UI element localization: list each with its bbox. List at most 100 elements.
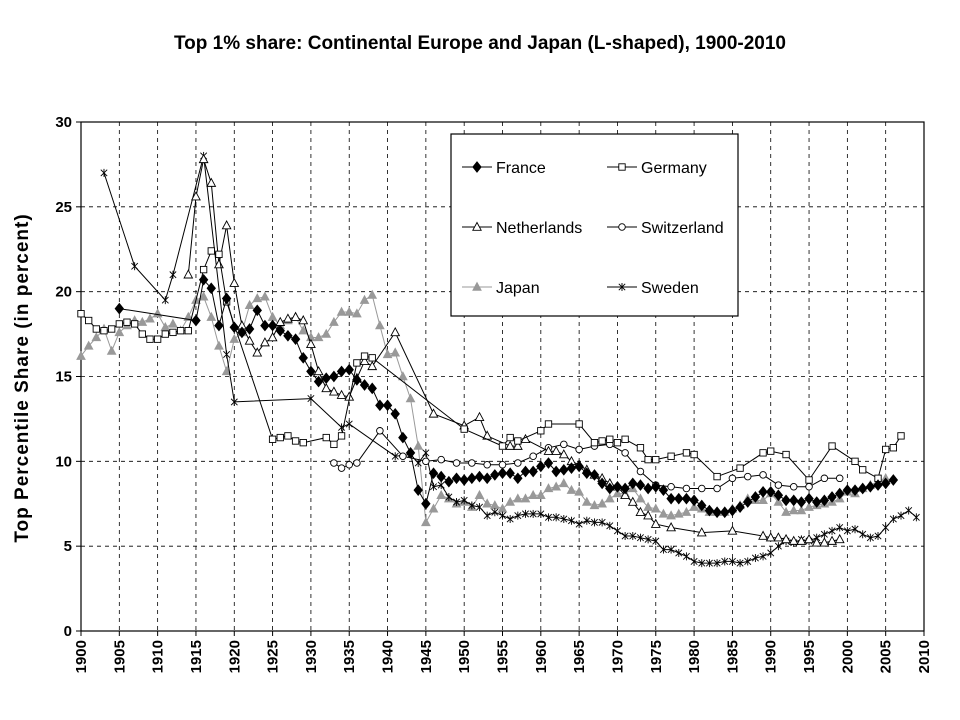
data-point-france — [697, 499, 707, 512]
data-point-germany — [652, 455, 660, 464]
data-point-switzerland — [636, 467, 645, 476]
data-point-switzerland — [759, 471, 767, 479]
data-point-germany — [276, 433, 284, 442]
x-tick-label: 1995 — [801, 640, 818, 673]
data-point-france — [873, 479, 883, 491]
x-tick-label: 1965 — [571, 640, 588, 673]
data-point-sweden — [491, 508, 499, 517]
data-point-sweden — [460, 496, 468, 505]
data-point-japan — [352, 308, 362, 318]
data-point-germany — [176, 327, 185, 335]
data-point-japan — [581, 496, 592, 506]
data-point-japan — [520, 493, 531, 503]
y-tick-label: 10 — [55, 453, 72, 470]
x-tick-label: 1920 — [226, 640, 243, 673]
data-point-france — [842, 484, 853, 497]
data-point-japan — [482, 498, 493, 508]
data-point-germany — [782, 450, 790, 459]
data-point-germany — [682, 449, 691, 457]
data-point-japan — [673, 508, 684, 518]
data-point-netherlands — [635, 506, 646, 516]
data-point-france — [758, 486, 768, 498]
data-point-sweden — [498, 511, 507, 520]
data-point-netherlands — [627, 496, 638, 506]
data-point-japan — [321, 328, 332, 338]
data-point-sweden — [866, 533, 874, 542]
data-point-netherlands — [221, 220, 232, 230]
data-point-france — [704, 504, 715, 517]
data-point-sweden — [552, 513, 560, 522]
data-point-france — [819, 494, 830, 507]
data-point-sweden — [514, 511, 522, 520]
data-point-japan — [543, 483, 554, 493]
x-tick-label: 2010 — [916, 640, 933, 673]
legend-marker-switzerland — [618, 223, 626, 231]
data-point-japan — [390, 347, 401, 357]
data-point-germany — [85, 316, 93, 325]
data-point-germany — [100, 327, 108, 335]
data-point-netherlands — [804, 533, 814, 544]
data-point-japan — [114, 327, 125, 337]
legend-item-sweden: Sweden — [607, 280, 699, 297]
data-point-netherlands — [244, 335, 255, 345]
data-point-switzerland — [774, 481, 783, 489]
data-point-switzerland — [575, 445, 583, 454]
legend-item-switzerland: Switzerland — [607, 220, 724, 237]
data-point-germany — [690, 450, 698, 459]
data-point-germany — [153, 335, 162, 343]
data-point-switzerland — [422, 457, 430, 466]
data-point-germany — [828, 442, 836, 450]
data-point-sweden — [736, 559, 744, 568]
legend-item-netherlands: Netherlands — [462, 220, 582, 237]
data-point-netherlands — [321, 382, 332, 393]
data-point-germany — [108, 325, 116, 333]
data-point-france — [689, 494, 699, 507]
data-point-netherlands — [282, 313, 293, 323]
data-point-netherlands — [650, 518, 661, 528]
x-tick-label: 1970 — [609, 640, 626, 673]
data-point-germany — [291, 437, 300, 445]
data-point-france — [298, 352, 308, 364]
data-point-netherlands — [834, 533, 845, 544]
data-point-netherlands — [206, 177, 217, 187]
data-point-netherlands — [390, 326, 401, 337]
legend-label-netherlands: Netherlands — [496, 220, 582, 237]
data-point-france — [275, 324, 285, 337]
data-point-germany — [360, 352, 369, 360]
data-point-france — [612, 480, 623, 493]
data-point-germany — [161, 330, 169, 338]
data-point-switzerland — [483, 460, 491, 469]
data-point-france — [114, 302, 125, 315]
data-point-netherlands — [259, 337, 270, 347]
data-point-japan — [428, 503, 439, 513]
data-point-france — [421, 497, 431, 510]
data-point-france — [352, 374, 362, 386]
data-point-japan — [597, 498, 607, 508]
data-point-germany — [667, 452, 675, 460]
data-point-switzerland — [560, 440, 568, 449]
data-point-france — [727, 504, 738, 517]
data-point-france — [344, 363, 354, 376]
data-point-france — [451, 472, 462, 485]
data-point-france — [827, 491, 837, 503]
data-point-netherlands — [305, 338, 316, 349]
data-point-germany — [130, 320, 139, 328]
data-point-germany — [169, 328, 177, 337]
data-point-japan — [804, 501, 814, 511]
data-point-france — [543, 457, 554, 469]
data-point-sweden — [169, 270, 177, 279]
data-point-france — [674, 492, 684, 505]
data-point-japan — [76, 350, 86, 360]
data-point-japan — [788, 505, 799, 515]
gridlines — [81, 122, 924, 631]
data-point-japan — [420, 517, 431, 527]
data-point-japan — [152, 308, 163, 318]
data-point-sweden — [828, 526, 836, 535]
data-point-netherlands — [758, 530, 769, 540]
legend-item-france: France — [462, 160, 546, 177]
data-point-sweden — [223, 350, 231, 359]
data-point-sweden — [744, 557, 752, 566]
data-point-sweden — [583, 516, 591, 525]
data-point-sweden — [422, 448, 430, 457]
data-point-japan — [436, 489, 447, 499]
